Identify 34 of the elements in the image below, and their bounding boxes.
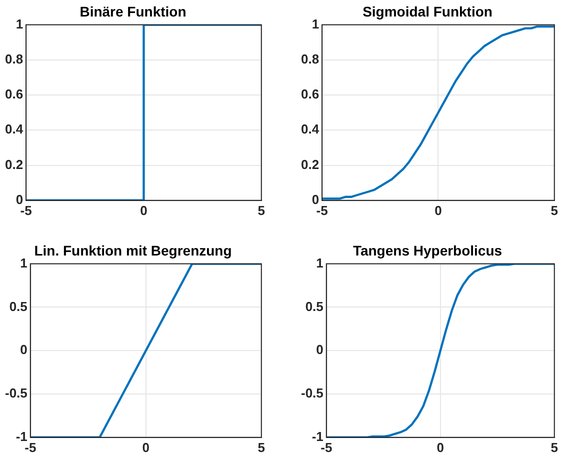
y-tick-label: 1 <box>20 255 28 270</box>
y-tick-label: -1 <box>16 428 28 444</box>
y-tick-label: 0.8 <box>300 52 320 66</box>
y-tick-label: 0.6 <box>4 86 24 102</box>
chart-title: Sigmoidal Funktion <box>362 3 492 20</box>
y-tick-label: 0 <box>20 342 28 358</box>
y-tick-label: -0.5 <box>300 386 324 401</box>
y-tick-label: 0.4 <box>300 122 320 137</box>
x-tick-label: 5 <box>550 202 558 218</box>
x-tick-label: -5 <box>320 440 332 455</box>
x-tick-label: 0 <box>434 202 442 218</box>
y-tick-label: 0.4 <box>4 122 24 137</box>
y-tick-label: -1 <box>312 428 324 444</box>
y-tick-label: 1 <box>312 16 320 32</box>
y-tick-label: 1 <box>316 255 324 270</box>
y-tick-label: 0.8 <box>4 52 24 66</box>
y-tick-label: 0.5 <box>9 298 28 314</box>
chart-title: Lin. Funktion mit Begrenzung <box>34 242 232 258</box>
x-tick-label: 5 <box>258 202 265 218</box>
y-tick-label: 0.2 <box>4 156 24 172</box>
y-tick-label: -0.5 <box>4 386 28 401</box>
x-tick-label: 0 <box>142 440 150 455</box>
x-tick-label: 5 <box>550 440 558 455</box>
x-tick-label: 0 <box>140 202 148 218</box>
y-tick-label: 0.6 <box>300 86 320 102</box>
y-tick-label: 1 <box>16 16 24 32</box>
chart-title: Binäre Funktion <box>80 3 186 20</box>
y-tick-label: 0 <box>316 342 324 358</box>
y-tick-label: 0.5 <box>305 298 324 314</box>
chart-title: Tangens Hyperbolicus <box>352 242 502 258</box>
x-tick-label: 5 <box>258 440 265 455</box>
x-tick-label: 0 <box>436 440 444 455</box>
x-tick-label: -5 <box>24 440 36 455</box>
y-tick-label: 0.2 <box>300 156 320 172</box>
